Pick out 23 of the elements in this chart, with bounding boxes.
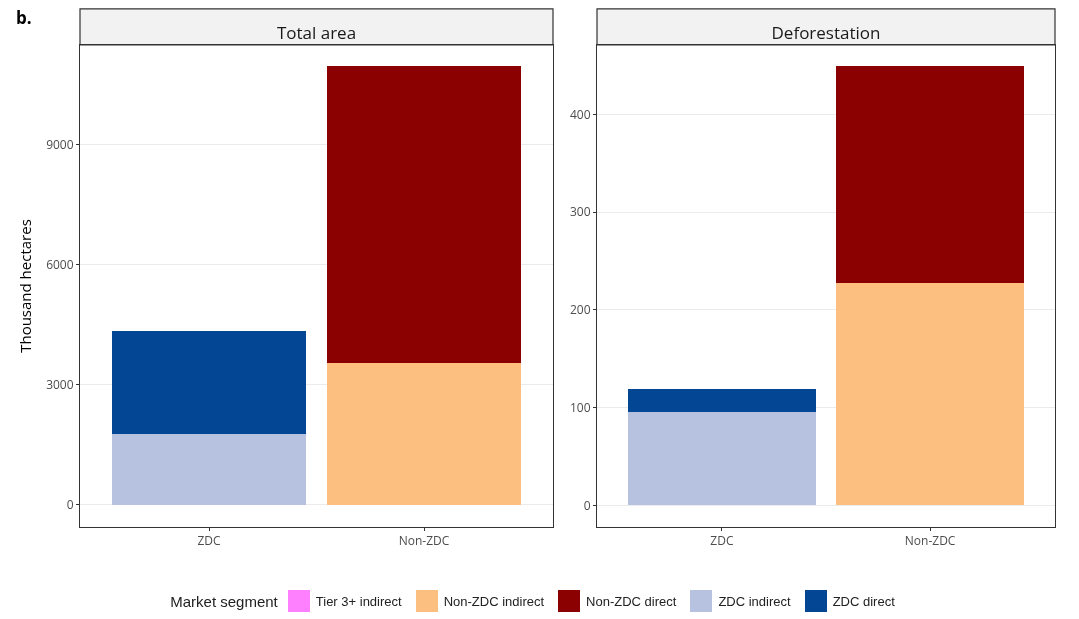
y-tick-label: 3000: [46, 375, 74, 393]
y-tick-label: 6000: [46, 255, 74, 273]
x-tick-label: Non-ZDC: [398, 532, 450, 550]
x-tick-label: Non-ZDC: [904, 532, 956, 550]
y-axis-title: Thousand hectares: [15, 219, 36, 353]
legend-title: Market segment: [170, 592, 278, 610]
x-tick-label: ZDC: [710, 532, 734, 550]
y-tick-label: 0: [583, 496, 591, 514]
y-tick-label: 100: [570, 398, 591, 416]
legend-label: Non-ZDC direct: [586, 593, 677, 609]
legend-label: Non-ZDC indirect: [443, 593, 545, 609]
chart-title: Deforestation: [771, 21, 881, 44]
y-tick-label: 400: [570, 105, 591, 123]
x-tick-label: ZDC: [197, 532, 221, 550]
y-tick-label: 0: [66, 496, 74, 514]
y-tick-label: 300: [570, 203, 591, 221]
text: b.: [16, 6, 32, 29]
chart-title: Total area: [276, 21, 357, 44]
legend-label: Tier 3+ indirect: [315, 593, 402, 609]
legend-label: ZDC direct: [832, 593, 895, 609]
legend-label: ZDC indirect: [718, 593, 791, 609]
y-tick-label: 9000: [46, 135, 74, 153]
y-tick-label: 200: [570, 301, 591, 319]
